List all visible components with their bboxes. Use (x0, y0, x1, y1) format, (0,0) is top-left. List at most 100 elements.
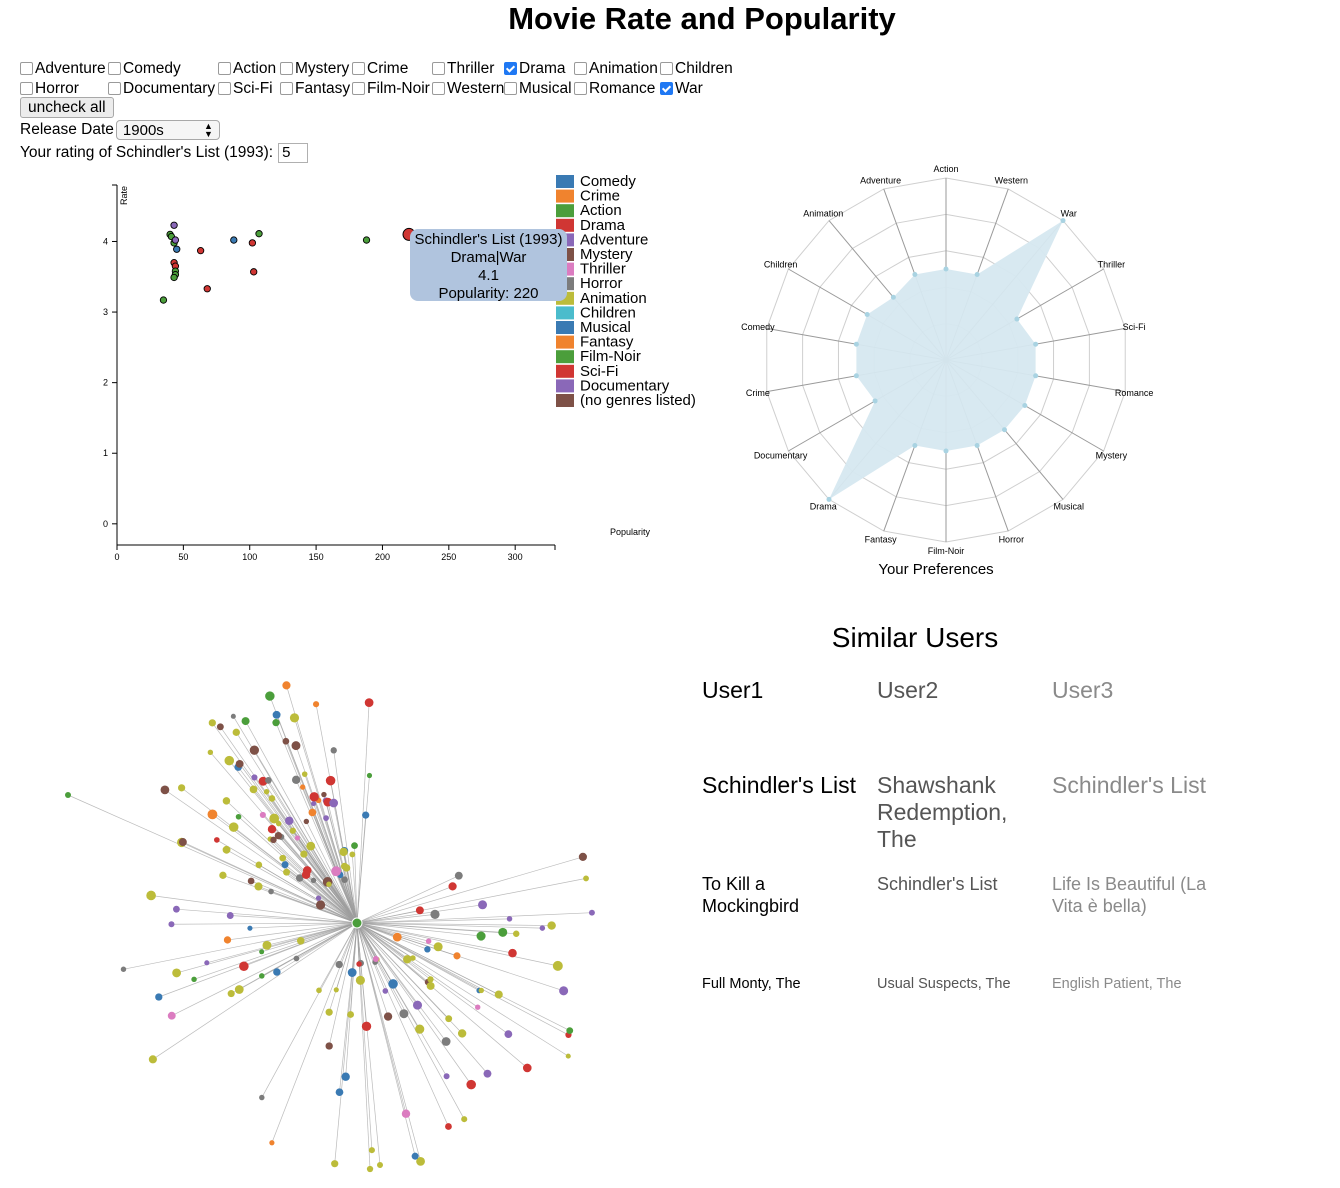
network-node[interactable] (224, 755, 235, 766)
network-node[interactable] (207, 749, 214, 756)
network-node[interactable] (275, 820, 282, 827)
user-name[interactable]: User2 (877, 677, 939, 703)
genre-checkbox[interactable]: Comedy (108, 59, 218, 78)
network-node[interactable] (454, 871, 463, 880)
network-node[interactable] (254, 882, 263, 891)
genre-checkbox[interactable]: Crime (352, 59, 432, 78)
network-node[interactable] (155, 993, 163, 1001)
data-point[interactable] (159, 296, 168, 304)
network-node[interactable] (392, 932, 402, 942)
network-node[interactable] (445, 1123, 452, 1130)
network-node[interactable] (565, 1053, 571, 1059)
network-node[interactable] (269, 813, 280, 824)
network-node[interactable] (475, 1004, 481, 1010)
checkbox-unchecked-icon[interactable] (432, 82, 445, 95)
network-node[interactable] (301, 771, 308, 777)
network-node[interactable] (241, 717, 250, 726)
network-node[interactable] (321, 791, 327, 798)
network-node[interactable] (259, 1094, 265, 1101)
network-node[interactable] (547, 921, 556, 930)
checkbox-unchecked-icon[interactable] (218, 82, 231, 95)
network-node[interactable] (388, 979, 398, 989)
radar-point[interactable] (1060, 218, 1066, 224)
network-node[interactable] (312, 701, 320, 708)
network-node[interactable] (251, 774, 258, 781)
radar-point[interactable] (974, 271, 980, 277)
checkbox-unchecked-icon[interactable] (108, 82, 121, 95)
network-node[interactable] (289, 827, 297, 834)
network-node[interactable] (315, 895, 322, 901)
network-node[interactable] (341, 876, 348, 884)
network-node[interactable] (234, 985, 244, 994)
network-node[interactable] (433, 942, 443, 952)
network-node[interactable] (160, 785, 170, 795)
checkbox-unchecked-icon[interactable] (352, 62, 365, 75)
network-node[interactable] (411, 1152, 419, 1160)
release-date-select[interactable]: 1900s ▲ ▼ (115, 120, 220, 140)
network-node[interactable] (578, 852, 587, 861)
network-node[interactable] (120, 966, 127, 972)
network-node[interactable] (295, 874, 304, 882)
genre-checkbox[interactable]: Action (218, 59, 280, 78)
network-node[interactable] (283, 868, 291, 876)
network-node[interactable] (146, 890, 156, 901)
checkbox-unchecked-icon[interactable] (504, 82, 517, 95)
network-node[interactable] (443, 1073, 450, 1080)
network-node[interactable] (425, 938, 432, 944)
network-node[interactable] (415, 906, 424, 915)
network-node[interactable] (401, 1109, 411, 1118)
network-node[interactable] (341, 1072, 350, 1081)
network-node[interactable] (383, 1012, 393, 1021)
network-node[interactable] (415, 1024, 425, 1034)
network-node[interactable] (268, 888, 274, 895)
network-node[interactable] (148, 1055, 157, 1064)
network-node[interactable] (325, 1042, 333, 1050)
network-node[interactable] (508, 948, 517, 958)
network-node[interactable] (308, 808, 317, 817)
network-node[interactable] (522, 1063, 532, 1073)
radar-point[interactable] (943, 266, 949, 272)
radar-point[interactable] (864, 312, 870, 317)
network-node[interactable] (325, 1008, 333, 1016)
network-node[interactable] (326, 881, 332, 887)
network-node[interactable] (483, 1069, 492, 1078)
network-node[interactable] (291, 741, 301, 751)
data-point[interactable] (203, 285, 211, 293)
radar-point[interactable] (1033, 341, 1039, 347)
network-node[interactable] (289, 713, 300, 723)
network-node[interactable] (239, 961, 249, 972)
data-point[interactable] (250, 268, 258, 276)
network-node[interactable] (263, 789, 270, 795)
user-name[interactable]: User3 (1052, 677, 1114, 703)
network-node[interactable] (323, 815, 329, 821)
network-node[interactable] (282, 737, 290, 745)
network-node[interactable] (498, 927, 508, 937)
network-node[interactable] (372, 955, 379, 962)
radar-point[interactable] (1033, 373, 1039, 379)
network-node[interactable] (382, 988, 389, 994)
checkbox-unchecked-icon[interactable] (432, 62, 445, 75)
network-node[interactable] (232, 728, 240, 737)
network-node[interactable] (65, 792, 71, 798)
network-node[interactable] (273, 968, 281, 976)
network-node[interactable] (466, 1079, 476, 1090)
network-node[interactable] (377, 1162, 383, 1168)
data-point[interactable] (248, 239, 257, 247)
network-node[interactable] (412, 1000, 423, 1010)
data-point[interactable] (362, 236, 371, 244)
network-node[interactable] (347, 968, 357, 977)
network-node[interactable] (366, 1165, 374, 1173)
network-node[interactable] (333, 987, 339, 993)
network-node[interactable] (427, 976, 434, 983)
network-node[interactable] (294, 835, 300, 841)
network-node[interactable] (355, 975, 365, 985)
network-node[interactable] (173, 905, 180, 913)
network-node[interactable] (457, 1029, 467, 1038)
network-node[interactable] (247, 877, 255, 885)
network-node[interactable] (453, 952, 461, 960)
network-node[interactable] (285, 816, 294, 826)
network-node[interactable] (268, 795, 276, 802)
network-node[interactable] (309, 792, 319, 802)
network-node[interactable] (416, 1157, 425, 1166)
network-node[interactable] (208, 719, 216, 727)
